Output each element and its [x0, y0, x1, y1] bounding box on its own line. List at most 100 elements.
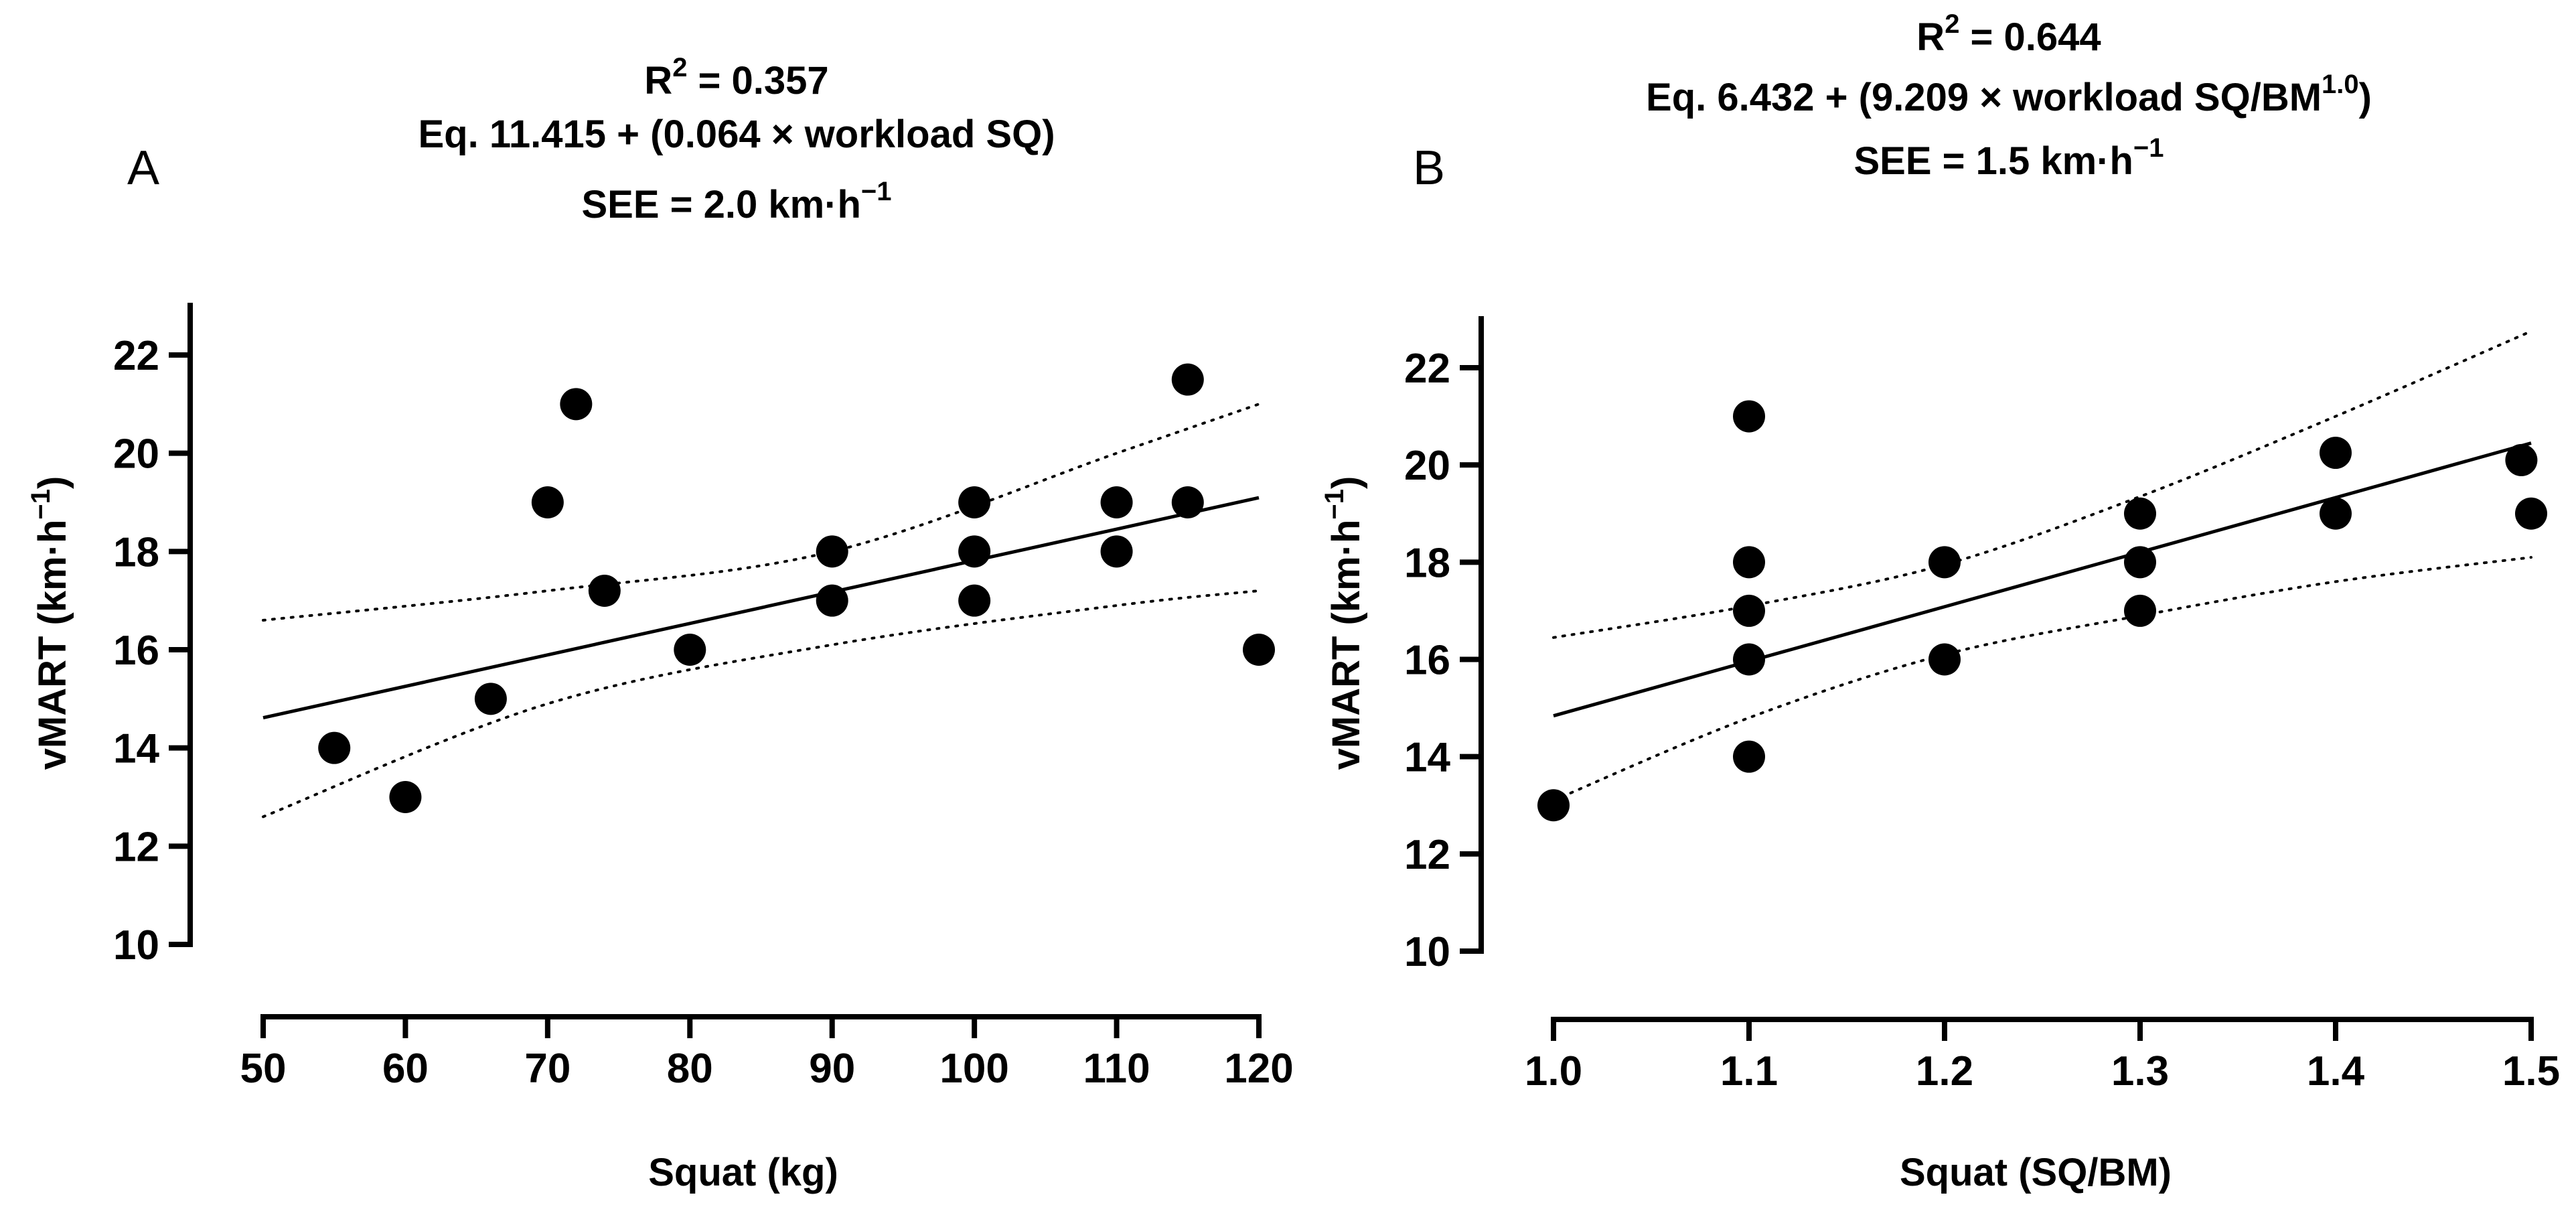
panel-a-r2-sup: 2	[672, 53, 687, 82]
panel-a-y-axis-label-text: vMART (km·h	[31, 520, 74, 770]
panel-b: B R2 = 0.644 Eq. 6.432 + (9.209 × worklo…	[1320, 9, 2560, 1194]
data-point	[1733, 400, 1765, 433]
panel-a-x-ticks: 50 60 70 80 90 100 110 120	[240, 1017, 1294, 1092]
y-tick-label: 22	[113, 333, 159, 379]
panel-a-r2-value: = 0.357	[687, 59, 828, 102]
panel-a-y-axis-label-sup: −1	[26, 489, 56, 520]
panel-b-equation: Eq. 6.432 + (9.209 × workload SQ/BM1.0)	[1646, 70, 2372, 119]
panel-b-r2-value: = 0.644	[1959, 15, 2101, 59]
y-tick-label: 12	[113, 824, 159, 870]
x-tick-label: 50	[240, 1046, 287, 1092]
y-tick-label: 10	[113, 922, 159, 969]
panel-b-see-sup: −1	[2133, 133, 2164, 163]
panel-b-see: SEE = 1.5 km·h−1	[1853, 133, 2164, 183]
y-tick-label: 16	[1404, 638, 1450, 684]
data-point	[1733, 594, 1765, 627]
data-point	[1733, 643, 1765, 676]
data-point	[674, 634, 706, 666]
y-tick-label: 16	[113, 628, 159, 674]
panel-b-regression-line	[1553, 441, 2532, 718]
panel-b-ci-upper	[1552, 330, 2532, 639]
data-point	[389, 781, 422, 813]
data-point	[588, 575, 621, 607]
panel-a-y-ticks: 10 12 14 16 18 20 22	[113, 333, 190, 969]
panel-a-equation: Eq. 11.415 + (0.064 × workload SQ)	[418, 113, 1055, 156]
data-point	[1928, 643, 1961, 676]
panel-a-y-axis-label-end: )	[31, 476, 74, 489]
x-tick-label: 70	[524, 1046, 571, 1092]
data-point	[474, 683, 507, 715]
panel-a-points	[318, 363, 1275, 813]
panel-a-y-axis-label: vMART (km·h−1)	[26, 476, 74, 770]
panel-a-r2-label: R	[644, 59, 672, 102]
data-point	[2124, 497, 2156, 530]
x-tick-label: 1.5	[2502, 1048, 2560, 1094]
panel-b-see-label: SEE = 1.5 km·h	[1853, 139, 2133, 183]
panel-a-letter: A	[127, 141, 159, 195]
panel-a-x-axis-label: Squat (kg)	[648, 1151, 838, 1194]
data-point	[2505, 443, 2538, 476]
panel-b-y-axis-label: vMART (km·h−1)	[1320, 476, 1368, 770]
data-point	[1100, 486, 1133, 518]
y-tick-label: 20	[1404, 443, 1450, 489]
y-tick-label: 18	[113, 529, 159, 575]
y-tick-label: 14	[1404, 735, 1450, 781]
x-tick-label: 1.1	[1720, 1048, 1778, 1094]
data-point	[2320, 497, 2352, 530]
panel-b-y-axis-label-text: vMART (km·h	[1324, 520, 1368, 770]
panel-a-ci-upper	[262, 403, 1260, 622]
panel-a-regression-line	[262, 496, 1260, 720]
data-point	[560, 388, 593, 421]
panel-a: A R2 = 0.357 Eq. 11.415 + (0.064 × workl…	[26, 53, 1294, 1194]
x-tick-label: 80	[667, 1046, 713, 1092]
data-point	[1733, 546, 1765, 579]
data-point	[816, 535, 848, 568]
panel-b-r2-label: R	[1916, 15, 1945, 59]
data-point	[1928, 546, 1961, 579]
y-tick-label: 22	[1404, 346, 1450, 392]
panel-b-points	[1537, 400, 2547, 822]
y-tick-label: 10	[1404, 929, 1450, 975]
panel-b-equation-end: )	[2359, 76, 2372, 119]
x-tick-label: 1.0	[1525, 1048, 1582, 1094]
data-point	[1171, 486, 1204, 518]
panel-a-ci-lower	[262, 589, 1260, 819]
panel-a-r2: R2 = 0.357	[644, 53, 828, 102]
data-point	[318, 731, 351, 764]
y-tick-label: 12	[1404, 832, 1450, 878]
data-point	[816, 584, 848, 617]
data-point	[2124, 546, 2156, 579]
panel-b-r2-sup: 2	[1945, 9, 1959, 39]
panel-b-x-axis-label: Squat (SQ/BM)	[1900, 1151, 2172, 1194]
panel-a-see: SEE = 2.0 km·h−1	[581, 177, 891, 226]
data-point	[1537, 789, 1570, 822]
panel-b-y-ticks: 10 12 14 16 18 20 22	[1404, 346, 1481, 975]
panel-b-y-axis-label-end: )	[1324, 476, 1368, 489]
data-point	[531, 486, 564, 518]
y-tick-label: 20	[113, 431, 159, 478]
panel-b-x-ticks: 1.0 1.1 1.2 1.3 1.4 1.5	[1525, 1019, 2560, 1094]
panel-b-y-axis-label-sup: −1	[1320, 489, 1349, 520]
x-tick-label: 120	[1224, 1046, 1293, 1092]
x-tick-label: 1.4	[2307, 1048, 2365, 1094]
x-tick-label: 90	[809, 1046, 855, 1092]
x-tick-label: 110	[1083, 1046, 1150, 1092]
x-tick-label: 100	[939, 1046, 1008, 1092]
data-point	[958, 584, 991, 617]
y-tick-label: 14	[113, 726, 159, 772]
data-point	[1243, 634, 1275, 666]
data-point	[958, 535, 991, 568]
panel-a-confidence-bands	[262, 403, 1260, 819]
panel-b-r2: R2 = 0.644	[1916, 9, 2101, 59]
panel-a-see-label: SEE = 2.0 km·h	[581, 183, 860, 226]
data-point	[2515, 497, 2547, 530]
x-tick-label: 1.2	[1916, 1048, 1973, 1094]
panel-b-equation-sup: 1.0	[2322, 70, 2359, 99]
data-point	[2320, 437, 2352, 470]
x-tick-label: 1.3	[2111, 1048, 2169, 1094]
panel-a-see-sup: −1	[861, 177, 892, 206]
data-point	[1733, 740, 1765, 773]
panel-b-equation-text: Eq. 6.432 + (9.209 × workload SQ/BM	[1646, 76, 2322, 119]
y-tick-label: 18	[1404, 540, 1450, 586]
